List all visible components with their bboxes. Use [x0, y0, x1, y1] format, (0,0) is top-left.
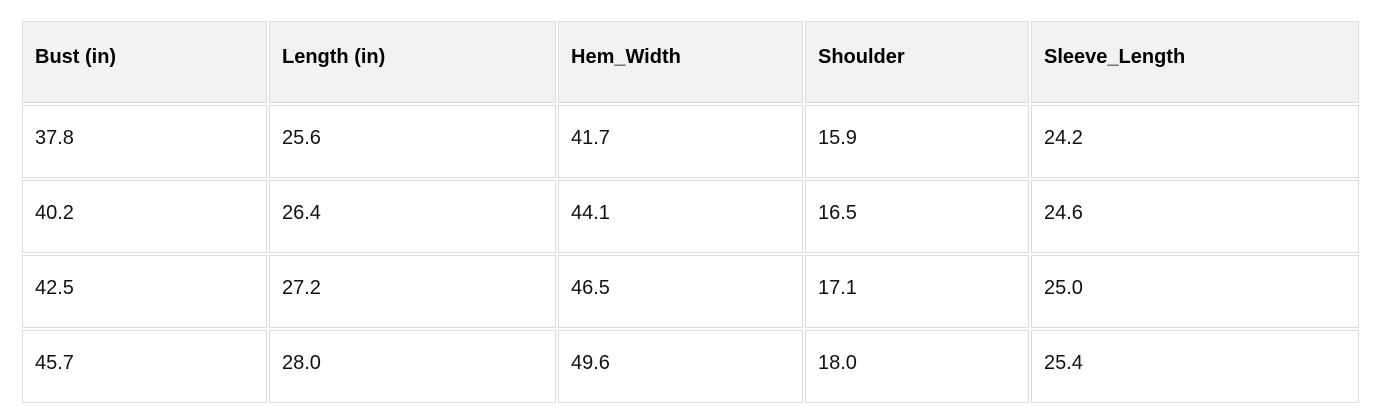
table-row: 42.5 27.2 46.5 17.1 25.0 — [22, 255, 1359, 328]
table-row: 37.8 25.6 41.7 15.9 24.2 — [22, 105, 1359, 178]
table-cell: 24.2 — [1031, 105, 1359, 178]
table-cell: 45.7 — [22, 330, 267, 403]
table-body: 37.8 25.6 41.7 15.9 24.2 40.2 26.4 44.1 16.5 24.6… — [22, 105, 1359, 403]
table-cell: 49.6 — [558, 330, 803, 403]
column-header-shoulder: Shoulder — [805, 21, 1029, 103]
table-cell: 41.7 — [558, 105, 803, 178]
column-header-hem-width: Hem_Width — [558, 21, 803, 103]
table-cell: 37.8 — [22, 105, 267, 178]
table-header-row: Bust (in) Length (in) Hem_Width Shoulder… — [22, 21, 1359, 103]
table-cell: 27.2 — [269, 255, 556, 328]
table-cell: 16.5 — [805, 180, 1029, 253]
table-header: Bust (in) Length (in) Hem_Width Shoulder… — [22, 21, 1359, 103]
table-cell: 18.0 — [805, 330, 1029, 403]
table-cell: 15.9 — [805, 105, 1029, 178]
table-row: 40.2 26.4 44.1 16.5 24.6 — [22, 180, 1359, 253]
table-cell: 28.0 — [269, 330, 556, 403]
table-cell: 25.4 — [1031, 330, 1359, 403]
table-cell: 40.2 — [22, 180, 267, 253]
column-header-sleeve-length: Sleeve_Length — [1031, 21, 1359, 103]
table-cell: 46.5 — [558, 255, 803, 328]
table-cell: 25.0 — [1031, 255, 1359, 328]
column-header-bust: Bust (in) — [22, 21, 267, 103]
table-cell: 42.5 — [22, 255, 267, 328]
table-cell: 25.6 — [269, 105, 556, 178]
table-cell: 17.1 — [805, 255, 1029, 328]
column-header-length: Length (in) — [269, 21, 556, 103]
table-row: 45.7 28.0 49.6 18.0 25.4 — [22, 330, 1359, 403]
table-cell: 24.6 — [1031, 180, 1359, 253]
measurements-table: Bust (in) Length (in) Hem_Width Shoulder… — [20, 19, 1361, 405]
table-cell: 44.1 — [558, 180, 803, 253]
table-cell: 26.4 — [269, 180, 556, 253]
